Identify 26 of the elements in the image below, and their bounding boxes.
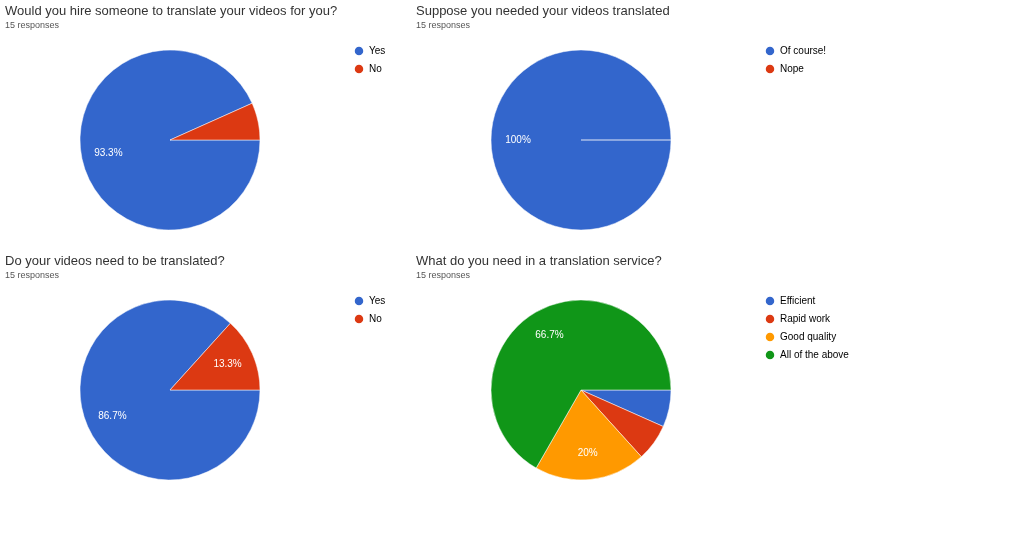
legend-label: Nope xyxy=(780,63,805,74)
data-label: 100% xyxy=(505,134,531,145)
chart-subtitle: 15 responses xyxy=(416,270,471,280)
data-label: 93.3% xyxy=(94,147,123,159)
chart-subtitle: 15 responses xyxy=(5,20,60,30)
pie-slice xyxy=(79,299,261,481)
data-label: 13.3% xyxy=(213,358,242,370)
legend-label: Good quality xyxy=(780,331,837,342)
legend-label: Of course! xyxy=(780,45,827,56)
legend-label: No xyxy=(369,313,383,324)
chart-title: Do your videos need to be translated? xyxy=(5,253,225,268)
legend-label: No xyxy=(369,63,383,74)
legend-label: Yes xyxy=(369,295,386,306)
legend-label: Efficient xyxy=(780,295,816,306)
legend-label: All of the above xyxy=(780,349,850,360)
data-label: 66.7% xyxy=(535,329,564,341)
legend-label: Rapid work xyxy=(780,313,832,324)
legend-label: Yes xyxy=(369,45,386,56)
chart-subtitle: 15 responses xyxy=(416,20,471,30)
chart-title: Suppose you needed your videos translated xyxy=(416,3,670,18)
chart-subtitle: 15 responses xyxy=(5,270,60,280)
data-label: 86.7% xyxy=(98,409,127,421)
chart-title: Would you hire someone to translate your videos for you? xyxy=(5,3,338,18)
pie-slice xyxy=(79,49,261,231)
chart-title: What do you need in a translation service? xyxy=(416,253,662,268)
data-label: 20% xyxy=(577,446,598,458)
